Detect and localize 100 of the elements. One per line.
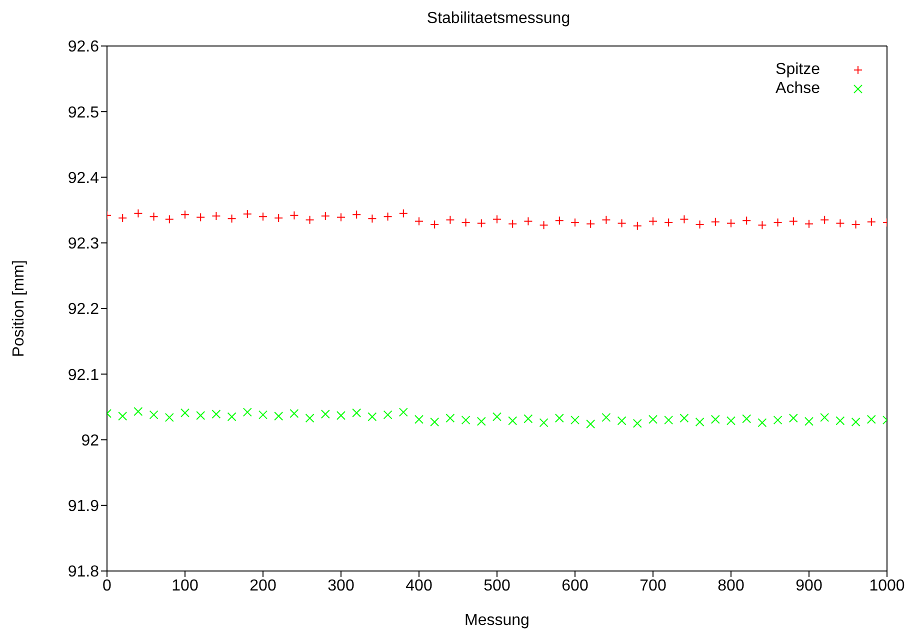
point <box>866 414 876 424</box>
point <box>773 218 782 228</box>
point <box>851 418 860 427</box>
point <box>242 210 252 218</box>
point <box>149 410 158 420</box>
point <box>212 410 221 419</box>
y-tick-label: 92 <box>81 432 100 450</box>
point <box>648 414 658 424</box>
point <box>570 218 580 228</box>
point <box>773 416 782 425</box>
point <box>180 210 190 220</box>
point <box>632 418 642 428</box>
point <box>446 414 455 423</box>
point <box>461 416 470 425</box>
point <box>352 210 362 220</box>
x-tick-label: 500 <box>484 577 510 594</box>
point <box>554 216 564 226</box>
point <box>695 418 704 427</box>
point <box>539 418 548 428</box>
y-tick-label: 92.2 <box>68 301 100 318</box>
point <box>430 220 440 229</box>
x-tick-label: 600 <box>562 577 588 594</box>
point <box>664 416 674 425</box>
x-axis-title: Messung <box>464 612 530 629</box>
y-tick-label: 92.4 <box>68 170 100 187</box>
y-tick-label: 91.8 <box>68 564 100 581</box>
point <box>539 220 548 230</box>
point <box>430 418 440 427</box>
point <box>274 213 284 222</box>
point <box>648 216 658 226</box>
point <box>866 217 876 226</box>
point <box>446 215 455 224</box>
y-tick-label: 92.5 <box>68 104 100 122</box>
point <box>726 218 736 228</box>
point <box>820 215 830 224</box>
point <box>570 416 580 425</box>
x-tick-label: 1000 <box>869 577 905 594</box>
point <box>586 219 596 228</box>
legend-label: Achse <box>776 80 820 98</box>
point <box>632 221 642 230</box>
x-tick-label: 800 <box>718 577 744 594</box>
y-axis-title: Position [mm] <box>10 260 28 357</box>
point <box>617 218 626 228</box>
point <box>836 218 845 228</box>
point <box>851 220 860 229</box>
point <box>164 214 174 224</box>
point <box>492 214 502 224</box>
point <box>134 208 143 218</box>
point <box>586 420 596 428</box>
point <box>352 408 362 418</box>
point <box>476 416 486 426</box>
point <box>414 216 424 226</box>
point <box>383 410 392 420</box>
x-tick-label: 700 <box>640 577 666 594</box>
point <box>554 414 564 423</box>
point <box>524 216 533 226</box>
y-tick-label: 92.6 <box>68 38 100 56</box>
point <box>196 410 206 420</box>
point <box>680 214 689 224</box>
point <box>710 217 720 226</box>
point <box>336 212 346 222</box>
point <box>320 410 330 419</box>
x-tick-label: 900 <box>796 577 822 594</box>
point <box>804 416 814 426</box>
point <box>742 216 752 226</box>
point <box>524 414 533 424</box>
x-tick-label: 300 <box>328 577 354 594</box>
point <box>508 219 518 228</box>
point <box>758 220 767 230</box>
point <box>320 211 330 220</box>
point <box>602 412 611 422</box>
chart-title: Stabilitaetsmessung <box>426 10 572 28</box>
point <box>118 412 128 421</box>
point <box>788 414 798 423</box>
point <box>180 408 190 418</box>
point <box>461 218 470 228</box>
point <box>368 412 377 422</box>
point <box>664 218 674 228</box>
point <box>383 212 392 222</box>
point <box>804 219 814 228</box>
point <box>414 414 424 424</box>
y-tick-label: 92.1 <box>68 366 100 384</box>
point <box>758 418 767 428</box>
point <box>212 211 221 220</box>
point <box>258 212 268 222</box>
point <box>290 409 299 418</box>
point <box>726 416 736 426</box>
point <box>305 414 314 423</box>
y-tick-label: 91.9 <box>68 498 100 516</box>
point <box>398 208 408 218</box>
point <box>149 212 158 222</box>
point <box>227 412 236 422</box>
point <box>836 416 845 426</box>
point <box>476 218 486 228</box>
point <box>695 220 704 229</box>
point <box>742 414 752 424</box>
point <box>508 416 518 426</box>
point <box>492 412 502 422</box>
x-tick-label: 100 <box>172 577 198 594</box>
x-tick-label: 0 <box>102 577 112 594</box>
